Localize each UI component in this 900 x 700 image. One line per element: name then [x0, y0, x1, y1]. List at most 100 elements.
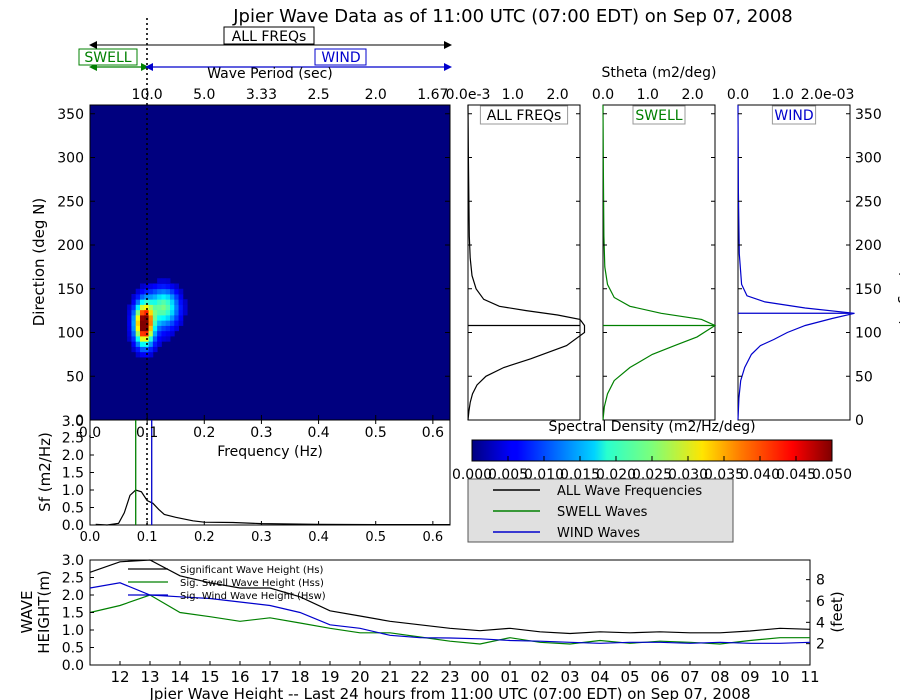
heatmap-cell [182, 299, 188, 305]
wave-height-legend-label: Significant Wave Height (Hs) [180, 565, 323, 576]
wave-height-panel: 0.00.5 1.01.5 2.02.5 3.0 2 4 6 8 12 13 14 15 16 17 18 1… [18, 553, 846, 700]
frequency-xlabel: Frequency (Hz) [217, 444, 323, 460]
heatmap-cell [170, 309, 175, 316]
heatmap-cell [157, 330, 162, 337]
wind-band-label: WIND [321, 50, 360, 66]
heatmap-cell [161, 315, 167, 321]
sf-xtick-label: 0.0 [80, 530, 101, 545]
heatmap-cell [144, 294, 149, 300]
sf-ylabel: Sf (m2/Hz) [36, 432, 54, 512]
right-ytick-label: 300 [855, 151, 882, 167]
heatmap-cell [144, 299, 149, 305]
heatmap-cell [152, 320, 158, 326]
stheta-panel-label: SWELL [635, 108, 682, 124]
frequency-xtick-label: 0.3 [250, 425, 272, 441]
heatmap-cell [174, 283, 179, 290]
heatmap-cell [174, 320, 179, 326]
wave-height-series [89, 582, 811, 644]
heatmap-ytick-label: 300 [57, 151, 84, 167]
wave-height-xtick-label: 03 [560, 668, 579, 686]
wave-height-xtick-label: 02 [530, 668, 549, 686]
stheta-xtick-label: 0.0e-3 [446, 87, 491, 103]
heatmap-cell [148, 304, 154, 311]
legend-label: ALL Wave Frequencies [557, 484, 702, 499]
heatmap-cell [157, 283, 162, 290]
heatmap-cell [140, 283, 145, 290]
frequency-xtick-label: 0.0 [79, 425, 101, 441]
heatmap-cell [161, 325, 167, 332]
heatmap-cell [170, 304, 175, 311]
heatmap-cell [152, 346, 158, 353]
colorbar-tick-label: 0.045 [776, 467, 816, 483]
wave-height-ytick-label: 2.0 [62, 588, 84, 604]
heatmap-cell [170, 325, 175, 332]
stheta-label-box [479, 105, 569, 125]
wave-height-xtick-label: 16 [230, 668, 249, 686]
frequency-spectrum-panel: 0.00.51.01.52.02.50.00.00.10.10.20.20.30… [36, 419, 451, 545]
wave-height-xtick-label: 23 [440, 668, 459, 686]
right-ytick-label: 50 [855, 369, 873, 385]
heatmap-cell [131, 315, 137, 321]
heatmap-cell [165, 288, 171, 295]
sf-xtick-label: 0.5 [365, 530, 386, 545]
heatmap-cell [174, 294, 179, 300]
stheta-xtick-label: 2.0e-03 [801, 87, 855, 103]
right-ytick-label: 0 [855, 413, 864, 429]
wave-height-ylabel: WAVEHEIGHT(m) [18, 570, 53, 654]
heatmap-cell [178, 304, 184, 311]
stheta-xtick-label: 1.0 [637, 87, 659, 103]
wave-height-xtick-label: 10 [770, 668, 789, 686]
heatmap-cell [131, 325, 137, 332]
sf-ytick-label: 1.5 [62, 466, 84, 482]
heatmap-cell [135, 288, 141, 295]
heatmap-cell [140, 309, 145, 316]
heatmap-cell [170, 299, 175, 305]
heatmap-cell [157, 336, 162, 342]
heatmap-ytick-label: 200 [57, 238, 84, 254]
stheta-panel-1: SWELL 0.0 1.0 2.0 [592, 87, 717, 421]
heatmap-cell [135, 336, 141, 342]
heatmap-cell [135, 294, 141, 300]
heatmap-cell [140, 294, 145, 300]
stheta-xtick-label: 0.0 [592, 87, 614, 103]
wave-height-xtick-label: 05 [620, 668, 639, 686]
heatmap-cell [165, 320, 171, 326]
wave-height-series [89, 594, 810, 645]
heatmap-cell [165, 299, 171, 305]
heatmap-cell [140, 351, 145, 358]
right-ytick-label: 150 [855, 282, 882, 298]
stheta-curve [602, 104, 717, 421]
heatmap-background [90, 105, 450, 420]
stheta-xtick-label: 1.0 [772, 87, 794, 103]
heatmap-cell [140, 325, 145, 332]
heatmap-cell [161, 288, 167, 295]
sf-plot: 0.00.51.01.52.02.50.00.00.10.10.20.20.30… [62, 420, 450, 545]
heatmap-cell [131, 299, 137, 305]
heatmap-cell [135, 351, 141, 358]
heatmap-cell [152, 325, 158, 332]
right-ytick-label: 200 [855, 238, 882, 254]
wave-height-ytick-right-label: 6 [816, 594, 825, 610]
sf-xtick-label: 0.4 [308, 530, 329, 545]
heatmap-cell [148, 336, 154, 342]
heatmap-cell [161, 283, 167, 290]
heatmap-cell [174, 325, 179, 332]
heatmap-ytick-label: 50 [66, 369, 84, 385]
heatmap-cell [140, 346, 145, 353]
wave-height-plot: 0.00.5 1.01.5 2.02.5 3.0 2 4 6 8 12 13 14 15 16 17 18 1… [62, 553, 825, 686]
wave-height-xtick-label: 12 [110, 668, 129, 686]
wave-height-xtick-label: 06 [650, 668, 669, 686]
wave-height-ytick-label: 0.5 [62, 641, 84, 657]
heatmap-cell [165, 309, 171, 316]
heatmap-cell [165, 304, 171, 311]
heatmap-cell [152, 299, 158, 305]
heatmap-cell [127, 330, 132, 337]
heatmap-cell [174, 309, 179, 316]
wave-height-ytick-right-label: 8 [816, 573, 825, 589]
right-direction-label: Direction (deg N) [897, 198, 900, 327]
colorbar: Spectral Density (m2/Hz/deg) 0.0000.0050… [452, 419, 852, 483]
period-axis-label: Wave Period (sec) [207, 66, 333, 82]
heatmap-cell [148, 351, 154, 358]
heatmap-ytick-label: 350 [57, 107, 84, 123]
heatmap-cell [157, 278, 162, 284]
